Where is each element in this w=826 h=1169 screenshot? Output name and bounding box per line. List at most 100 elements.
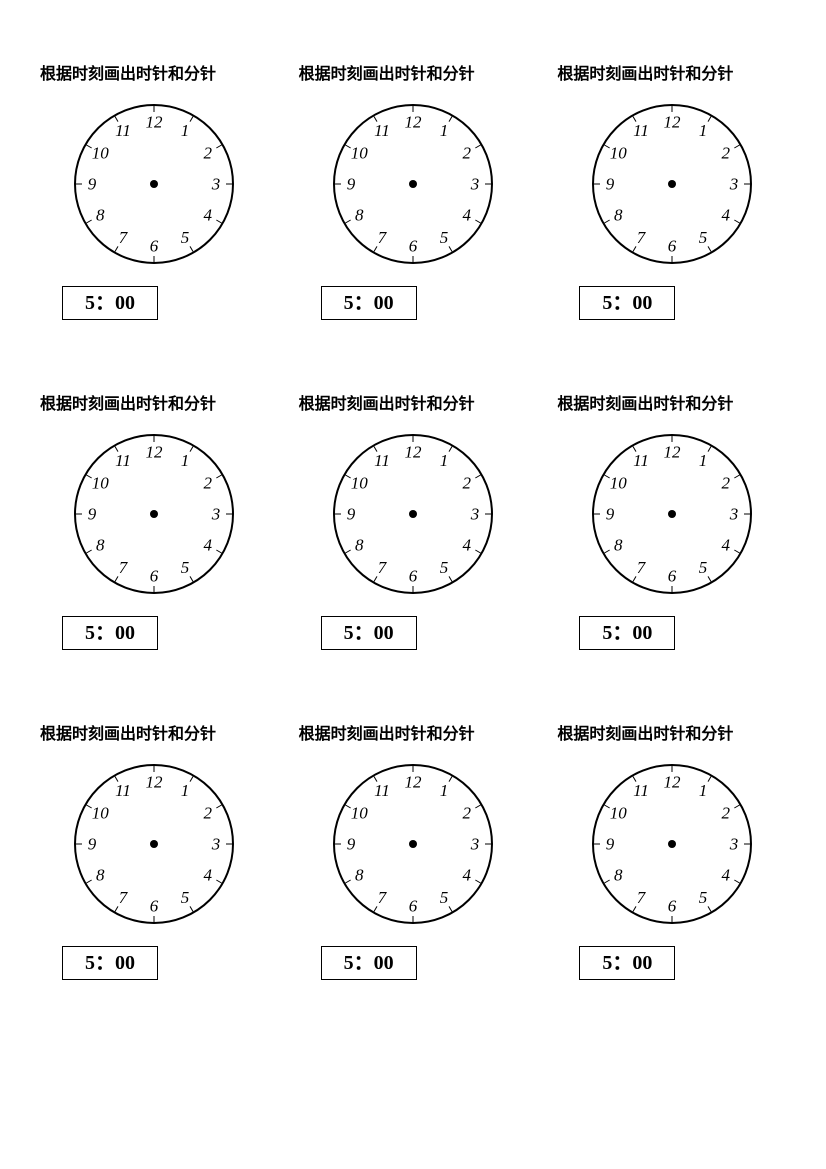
svg-text:8: 8	[355, 536, 364, 555]
worksheet-cell: 根据时刻画出时针和分针1212345678910115：00	[40, 390, 269, 650]
svg-text:9: 9	[347, 505, 356, 524]
clock-face: 121234567891011	[333, 764, 493, 924]
svg-text:5: 5	[698, 888, 707, 907]
svg-text:12: 12	[663, 773, 681, 792]
svg-text:10: 10	[92, 804, 110, 823]
worksheet-cell: 根据时刻画出时针和分针1212345678910115：00	[557, 60, 786, 320]
svg-text:8: 8	[614, 866, 623, 885]
svg-text:4: 4	[721, 206, 730, 225]
svg-text:10: 10	[609, 804, 627, 823]
svg-text:1: 1	[181, 451, 190, 470]
svg-text:12: 12	[404, 113, 422, 132]
svg-text:1: 1	[698, 121, 707, 140]
time-label-box: 5：00	[62, 616, 158, 650]
svg-text:5: 5	[698, 228, 707, 247]
svg-text:12: 12	[404, 773, 422, 792]
svg-text:4: 4	[462, 206, 471, 225]
time-label-box: 5：00	[321, 616, 417, 650]
instruction-text: 根据时刻画出时针和分针	[299, 60, 475, 84]
svg-text:8: 8	[614, 536, 623, 555]
svg-text:11: 11	[374, 781, 390, 800]
clock-face: 121234567891011	[592, 104, 752, 264]
time-label-box: 5：00	[579, 616, 675, 650]
svg-text:11: 11	[633, 781, 649, 800]
svg-text:6: 6	[150, 897, 159, 916]
svg-text:4: 4	[462, 866, 471, 885]
svg-text:1: 1	[181, 121, 190, 140]
svg-text:3: 3	[728, 835, 738, 854]
svg-text:1: 1	[698, 781, 707, 800]
svg-text:12: 12	[146, 443, 164, 462]
svg-text:5: 5	[440, 558, 449, 577]
worksheet-cell: 根据时刻画出时针和分针1212345678910115：00	[557, 720, 786, 980]
svg-text:5: 5	[698, 558, 707, 577]
instruction-text: 根据时刻画出时针和分针	[40, 720, 216, 744]
instruction-text: 根据时刻画出时针和分针	[40, 390, 216, 414]
svg-text:11: 11	[374, 451, 390, 470]
svg-text:2: 2	[462, 804, 471, 823]
worksheet-cell: 根据时刻画出时针和分针1212345678910115：00	[299, 60, 528, 320]
svg-text:1: 1	[698, 451, 707, 470]
svg-text:4: 4	[204, 536, 213, 555]
svg-text:9: 9	[605, 835, 614, 854]
svg-text:3: 3	[470, 835, 480, 854]
svg-text:11: 11	[115, 781, 131, 800]
svg-text:1: 1	[440, 121, 449, 140]
instruction-text: 根据时刻画出时针和分针	[557, 720, 733, 744]
svg-text:10: 10	[92, 474, 110, 493]
svg-text:2: 2	[204, 804, 213, 823]
svg-text:3: 3	[211, 175, 221, 194]
svg-text:3: 3	[470, 505, 480, 524]
svg-text:3: 3	[728, 175, 738, 194]
svg-text:10: 10	[351, 804, 369, 823]
svg-text:3: 3	[728, 505, 738, 524]
time-label-box: 5：00	[62, 286, 158, 320]
svg-text:11: 11	[374, 121, 390, 140]
svg-text:9: 9	[605, 505, 614, 524]
clock-face: 121234567891011	[592, 434, 752, 594]
svg-text:2: 2	[204, 474, 213, 493]
instruction-text: 根据时刻画出时针和分针	[557, 60, 733, 84]
svg-text:9: 9	[88, 835, 97, 854]
svg-text:5: 5	[440, 888, 449, 907]
clock-face: 121234567891011	[74, 764, 234, 924]
svg-text:11: 11	[633, 121, 649, 140]
svg-text:4: 4	[721, 536, 730, 555]
svg-text:1: 1	[440, 781, 449, 800]
svg-text:6: 6	[150, 237, 159, 256]
clock-container: 121234567891011	[557, 764, 786, 924]
svg-text:6: 6	[150, 567, 159, 586]
clock-face: 121234567891011	[333, 104, 493, 264]
svg-text:12: 12	[404, 443, 422, 462]
svg-text:8: 8	[96, 536, 105, 555]
clock-container: 121234567891011	[557, 434, 786, 594]
svg-text:6: 6	[409, 897, 418, 916]
svg-text:2: 2	[721, 144, 730, 163]
svg-text:2: 2	[462, 474, 471, 493]
svg-text:9: 9	[605, 175, 614, 194]
time-label-box: 5：00	[321, 946, 417, 980]
svg-text:8: 8	[355, 866, 364, 885]
svg-text:9: 9	[88, 505, 97, 524]
svg-text:3: 3	[211, 835, 221, 854]
svg-text:6: 6	[409, 567, 418, 586]
worksheet-cell: 根据时刻画出时针和分针1212345678910115：00	[299, 390, 528, 650]
svg-text:10: 10	[351, 474, 369, 493]
svg-text:3: 3	[211, 505, 221, 524]
svg-text:2: 2	[721, 474, 730, 493]
svg-text:11: 11	[115, 121, 131, 140]
svg-text:6: 6	[409, 237, 418, 256]
svg-text:3: 3	[470, 175, 480, 194]
svg-text:9: 9	[347, 835, 356, 854]
time-label-box: 5：00	[62, 946, 158, 980]
clock-container: 121234567891011	[40, 764, 269, 924]
svg-text:5: 5	[181, 558, 190, 577]
svg-text:5: 5	[440, 228, 449, 247]
svg-text:12: 12	[146, 113, 164, 132]
svg-text:8: 8	[96, 866, 105, 885]
clock-container: 121234567891011	[40, 104, 269, 264]
svg-text:5: 5	[181, 228, 190, 247]
clock-face: 121234567891011	[74, 104, 234, 264]
worksheet-cell: 根据时刻画出时针和分针1212345678910115：00	[557, 390, 786, 650]
svg-text:6: 6	[667, 237, 676, 256]
